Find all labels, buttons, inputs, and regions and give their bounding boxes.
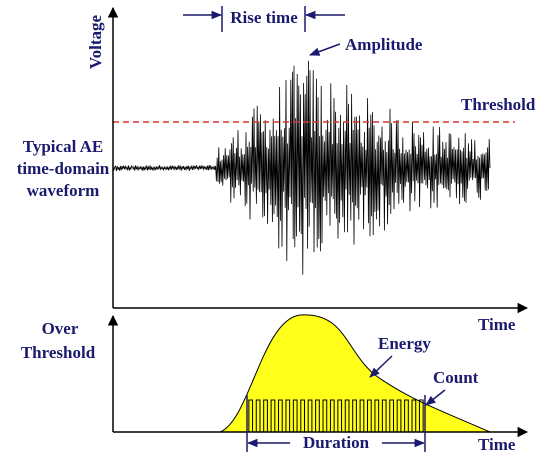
envelope [219,314,491,433]
arrow [309,43,341,56]
arrow [369,355,393,378]
waveform [112,60,491,275]
axis-label: Threshold [21,343,96,362]
label: Count [433,368,479,387]
axis-label: Time [478,435,516,454]
label: Energy [378,334,431,353]
label: Duration [303,433,370,452]
label: Amplitude [345,35,423,54]
label: Threshold [461,95,536,114]
label: Rise time [230,8,298,27]
axis-label: Over [42,319,79,338]
arrow [425,389,446,406]
axis-label: Voltage [86,14,105,69]
label: waveform [27,181,100,200]
label: time-domain [17,159,110,178]
axis-label: Time [478,315,516,334]
label: Typical AE [23,137,103,156]
waveform-path [112,60,491,275]
